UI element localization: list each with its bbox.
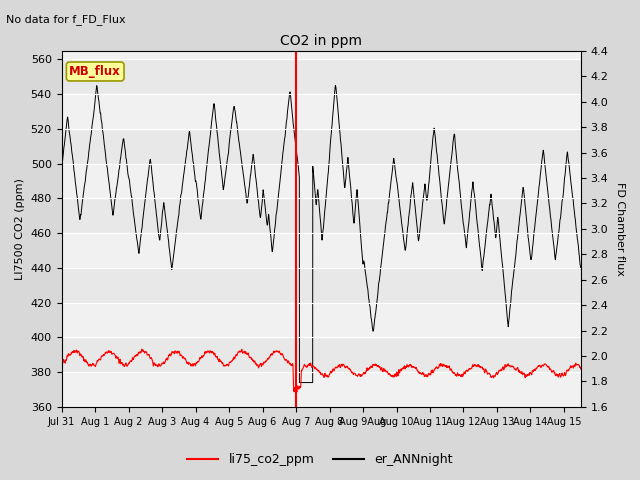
Title: CO2 in ppm: CO2 in ppm <box>280 34 362 48</box>
Bar <box>61 24 580 60</box>
Bar <box>61 303 580 337</box>
Y-axis label: FD Chamber flux: FD Chamber flux <box>615 182 625 276</box>
Text: No data for f_FD_Flux: No data for f_FD_Flux <box>6 14 126 25</box>
Bar <box>61 94 580 129</box>
Y-axis label: LI7500 CO2 (ppm): LI7500 CO2 (ppm) <box>15 178 25 280</box>
Bar <box>61 372 580 407</box>
Text: MB_flux: MB_flux <box>69 65 121 78</box>
Legend: li75_co2_ppm, er_ANNnight: li75_co2_ppm, er_ANNnight <box>182 448 458 471</box>
Bar <box>61 233 580 268</box>
Bar <box>61 164 580 198</box>
